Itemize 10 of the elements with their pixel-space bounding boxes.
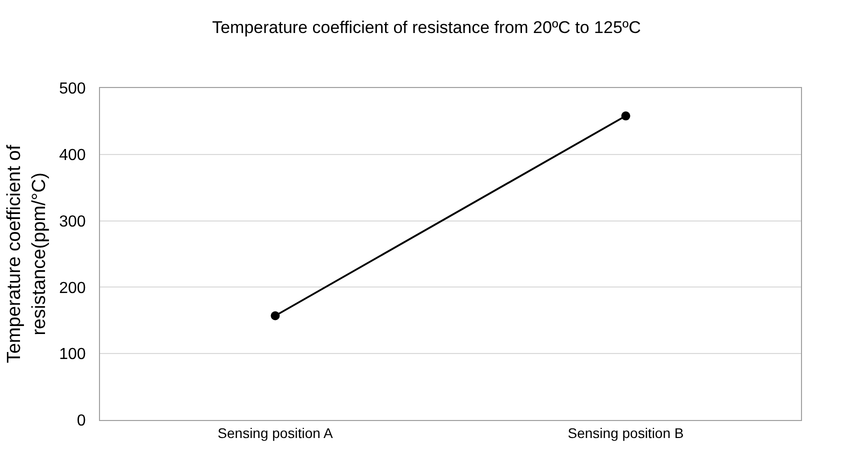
y-axis-title: Temperature coefficient of resistance(ppm/°C) — [4, 144, 50, 364]
y-tick-label: 100 — [59, 346, 86, 364]
x-tick-label: Sensing position A — [218, 424, 334, 441]
y-tick-label: 500 — [59, 80, 86, 98]
y-tick-label: 200 — [59, 280, 86, 297]
chart-title: Temperature coefficient of resistance from 20ºC to 125ºC — [212, 18, 641, 38]
x-tick-label: Sensing position B — [568, 424, 684, 441]
y-tick-label: 300 — [59, 213, 86, 230]
y-tick-label: 0 — [76, 412, 86, 430]
y-tick-label: 400 — [59, 147, 86, 164]
